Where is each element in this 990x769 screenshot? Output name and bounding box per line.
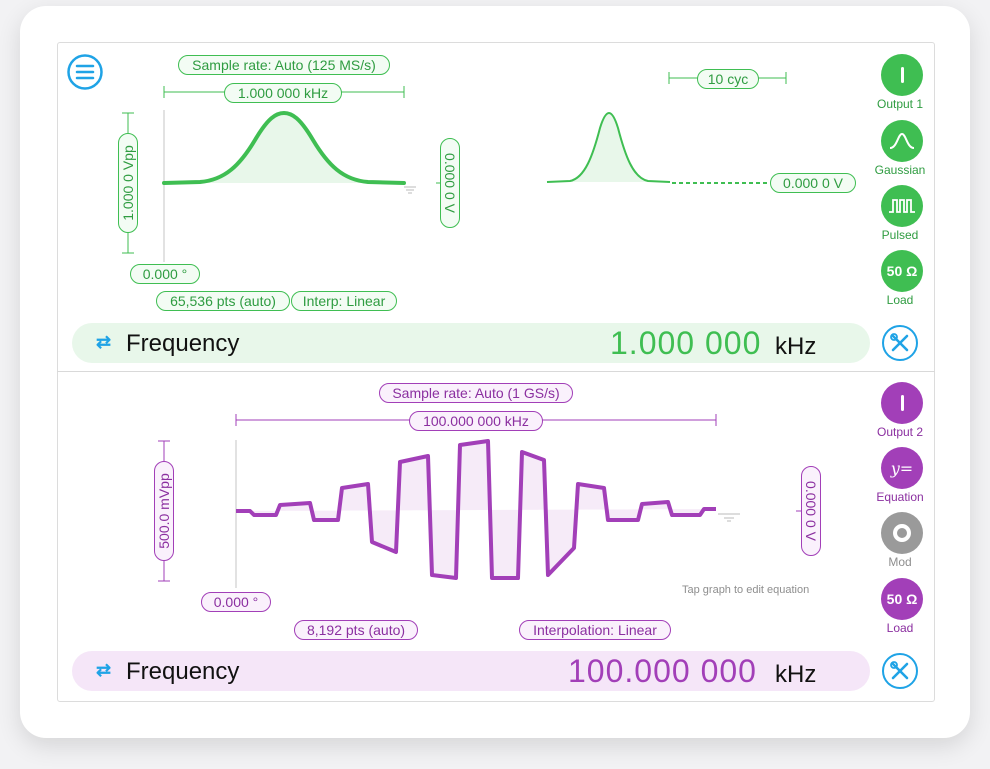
output2-toggle-button[interactable] — [881, 382, 923, 424]
output2-label: Output 2 — [876, 425, 924, 439]
channel2-points[interactable]: 8,192 pts (auto) — [294, 620, 418, 640]
swap-arrows-icon[interactable]: ⇄ — [96, 660, 112, 680]
mode2-label: Mod — [888, 555, 912, 569]
channel2-frequency-bar[interactable] — [72, 651, 870, 691]
output1-toggle-button[interactable] — [881, 54, 923, 96]
channel1-interpolation[interactable]: Interp: Linear — [291, 291, 397, 311]
modulation-button[interactable] — [881, 512, 923, 554]
load2-button[interactable]: 50 Ω — [881, 578, 923, 620]
channel1-offset[interactable]: 0.000 0 V — [440, 138, 460, 228]
pulsed-mode-button[interactable] — [881, 185, 923, 227]
channel1-amplitude[interactable]: 1.000 0 Vpp — [118, 133, 138, 233]
tools-icon — [890, 333, 909, 352]
channel2-frequency-value[interactable]: 100.000 000 — [568, 653, 757, 689]
power-icon — [900, 67, 904, 83]
channel2-offset[interactable]: 0.000 0 V — [801, 466, 821, 556]
channel2-phase[interactable]: 0.000 ° — [201, 592, 271, 612]
channel1-frequency-bar[interactable] — [72, 323, 870, 363]
gaussian-icon — [889, 132, 915, 149]
channel2-frequency-label: Frequency — [126, 658, 240, 685]
channel1-points[interactable]: 65,536 pts (auto) — [156, 291, 290, 311]
edit-equation-hint: Tap graph to edit equation — [682, 584, 810, 596]
channel1-frequency-unit: kHz — [775, 333, 817, 360]
equation-waveform-button[interactable]: y= — [881, 447, 923, 489]
channel1-idle-level[interactable]: 0.000 0 V — [770, 173, 856, 193]
app-screen — [57, 42, 935, 702]
hamburger-menu-icon[interactable] — [66, 53, 104, 91]
waveform1-label: Gaussian — [874, 163, 926, 177]
channel2-span-frequency[interactable]: 100.000 000 kHz — [409, 411, 543, 431]
load1-button[interactable]: 50 Ω — [881, 250, 923, 292]
channel1-frequency-value[interactable]: 1.000 000 — [610, 325, 762, 361]
channel2-sample-rate[interactable]: Sample rate: Auto (1 GS/s) — [379, 383, 573, 403]
channel2-frequency-unit: kHz — [775, 661, 817, 688]
channel-divider — [57, 371, 935, 372]
channel2-amplitude[interactable]: 500.0 mVpp — [154, 461, 174, 561]
channel2-settings-button[interactable] — [882, 653, 918, 689]
load2-label: Load — [886, 621, 914, 635]
channel1-cycles[interactable]: 10 cyc — [697, 69, 759, 89]
swap-arrows-icon[interactable]: ⇄ — [96, 332, 112, 352]
channel2-interpolation[interactable]: Interpolation: Linear — [519, 620, 671, 640]
mode1-label: Pulsed — [881, 228, 919, 242]
tools-icon — [890, 661, 909, 680]
equation-icon: y= — [890, 458, 914, 478]
channel1-span-frequency[interactable]: 1.000 000 kHz — [224, 83, 342, 103]
channel1-phase[interactable]: 0.000 ° — [130, 264, 200, 284]
waveform2-label: Equation — [876, 490, 924, 504]
channel1-sample-rate[interactable]: Sample rate: Auto (125 MS/s) — [178, 55, 390, 75]
channel1-frequency-label: Frequency — [126, 330, 240, 357]
power-icon — [900, 395, 904, 411]
gaussian-waveform-button[interactable] — [881, 120, 923, 162]
load1-label: Load — [886, 293, 914, 307]
channel1-settings-button[interactable] — [882, 325, 918, 361]
output1-label: Output 1 — [876, 97, 924, 111]
ring-icon — [893, 524, 911, 542]
pulse-train-icon — [889, 199, 915, 213]
